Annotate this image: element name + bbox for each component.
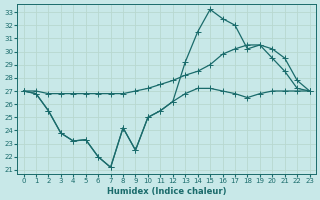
X-axis label: Humidex (Indice chaleur): Humidex (Indice chaleur) bbox=[107, 187, 226, 196]
